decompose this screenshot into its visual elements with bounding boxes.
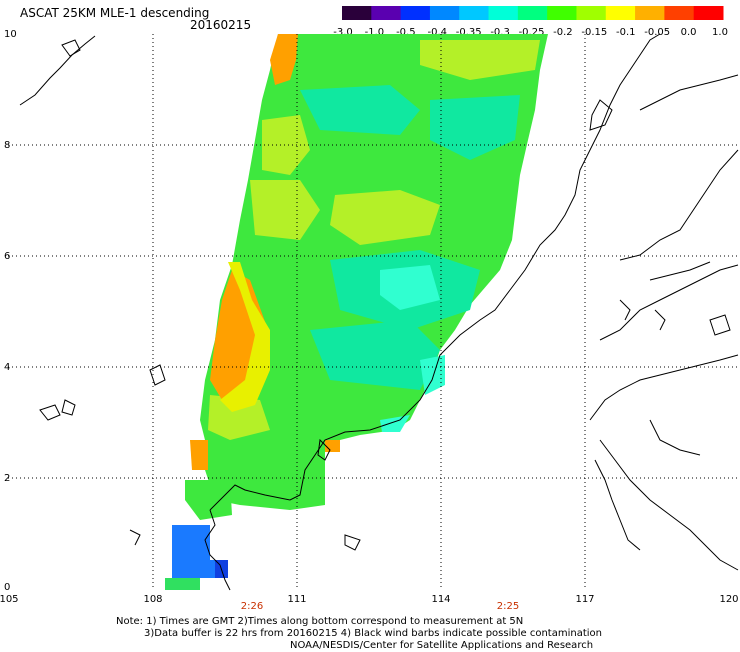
swath-patch-yellowgreen	[208, 395, 270, 440]
swath-patch-orange	[325, 440, 340, 452]
swath-patch-orange	[190, 440, 208, 470]
lon-label: 114	[431, 594, 450, 605]
colorbar-label: -0.15	[581, 27, 607, 38]
colorbar-cell	[459, 6, 490, 20]
lon-label: 111	[287, 594, 306, 605]
colorbar-cell	[605, 6, 636, 20]
lat-label: 0	[4, 582, 10, 593]
colorbar-cell	[664, 6, 695, 20]
lat-label: 2	[4, 473, 10, 484]
colorbar-cell	[429, 6, 460, 20]
colorbar-label: -0.25	[519, 27, 545, 38]
coastlines	[19, 33, 739, 591]
swath-patch-cyangreen	[310, 320, 440, 390]
lat-label: 6	[4, 251, 10, 262]
swath-patch-cyangreen	[300, 85, 420, 135]
map-title: ASCAT 25KM MLE-1 descending	[20, 6, 210, 20]
swath-patch-yellowgreen	[420, 40, 540, 80]
grid	[8, 34, 738, 590]
swath-patch-cyangreen	[430, 95, 520, 160]
colorbar-cell	[547, 6, 577, 20]
lat-label: 10	[4, 29, 17, 40]
colorbar-cell	[517, 6, 548, 20]
lon-label: 108	[143, 594, 162, 605]
colorbar-cell	[693, 6, 724, 20]
lat-label: 8	[4, 140, 10, 151]
map-date: 20160215	[190, 18, 252, 32]
latitude-labels: 0 2 4 6 8 10	[4, 29, 17, 593]
colorbar-label: -0.35	[456, 27, 482, 38]
swath-patch-yellowgreen	[262, 115, 310, 175]
swath-patch-yellowgreen	[330, 190, 440, 245]
colorbar-cell	[635, 6, 665, 20]
swath-patch-orange	[270, 34, 298, 85]
swath-patch-yellowgreen	[250, 180, 320, 240]
swath-patch-cyan	[380, 265, 440, 310]
colorbar-label: -0.05	[644, 27, 670, 38]
swath-patch-blue	[172, 525, 228, 578]
colorbar-cell	[371, 6, 402, 20]
lat-label: 4	[4, 362, 10, 373]
swath-patch-green-edge	[185, 480, 232, 520]
colorbar-label: -0.4	[427, 27, 447, 38]
swath-patch-green-bottom	[165, 578, 200, 590]
colorbar-cell	[576, 6, 607, 20]
swath-patch-yellow	[220, 262, 270, 412]
colorbar-label: -0.1	[616, 27, 636, 38]
colorbar-cell	[488, 6, 519, 20]
colorbar-cell	[400, 6, 431, 20]
time-labels: 2:26 2:25	[241, 601, 519, 612]
time-label: 2:26	[241, 601, 263, 612]
colorbar-label: -1.0	[365, 27, 385, 38]
colorbar-label: -0.3	[490, 27, 510, 38]
lon-label: 105	[0, 594, 19, 605]
note-line-1: Note: 1) Times are GMT 2)Times along bot…	[116, 616, 524, 627]
note-line-2: 3)Data buffer is 22 hrs from 20160215 4)…	[144, 628, 602, 639]
swath-patch-cyan	[380, 415, 410, 432]
lon-label: 117	[575, 594, 594, 605]
colorbar-label: -0.5	[396, 27, 416, 38]
colorbar-label: 1.0	[712, 27, 728, 38]
lon-label: 120	[719, 594, 738, 605]
colorbar-label: -0.2	[553, 27, 573, 38]
colorbar-label: -3.0	[333, 27, 353, 38]
colorbar: -3.0 -1.0 -0.5 -0.4 -0.35 -0.3 -0.25 -0.2 -0.15-…	[333, 6, 728, 38]
note-line-3: NOAA/NESDIS/Center for Satellite Applica…	[290, 640, 594, 651]
colorbar-cell	[342, 6, 372, 20]
swath-patch-cyan	[420, 355, 445, 395]
colorbar-label: 0.0	[681, 27, 697, 38]
time-label: 2:25	[497, 601, 519, 612]
longitude-labels: 105 108 111 114 117 120	[0, 594, 739, 605]
ascat-swath	[165, 34, 548, 590]
